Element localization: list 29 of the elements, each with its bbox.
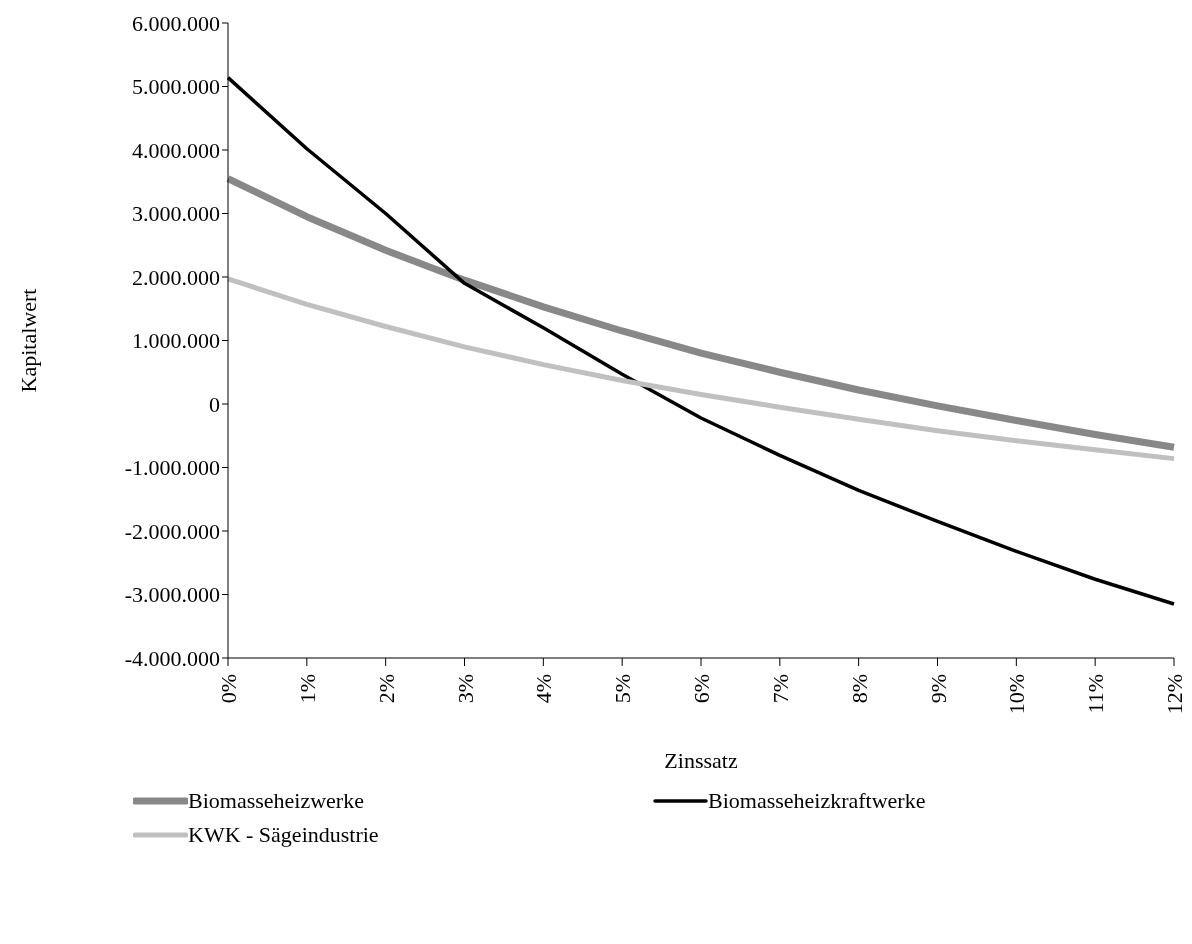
legend-label: Biomasseheizwerke — [188, 788, 364, 814]
x-tick-label: 12% — [1162, 674, 1187, 715]
x-tick-label: 9% — [925, 674, 951, 704]
y-tick-label: -2.000.000 — [124, 518, 220, 544]
y-tick-label: 5.000.000 — [132, 74, 220, 100]
x-tick-label: 0% — [216, 674, 241, 704]
x-tick-label: 5% — [610, 674, 636, 704]
x-tick-label: 7% — [767, 674, 793, 704]
y-axis-title: Kapitalwert — [15, 288, 41, 393]
y-tick-label: 6.000.000 — [132, 10, 220, 36]
y-tick-label: -4.000.000 — [124, 645, 220, 671]
x-tick-label: 11% — [1083, 674, 1109, 714]
x-tick-label: 4% — [531, 674, 557, 704]
y-tick-label: 2.000.000 — [132, 264, 220, 290]
legend-label: KWK - Sägeindustrie — [188, 822, 379, 848]
x-axis-title: Zinssatz — [664, 748, 738, 773]
legend-label: Biomasseheizkraftwerke — [708, 788, 926, 814]
x-tick-label: 3% — [452, 674, 478, 704]
y-tick-label: -1.000.000 — [124, 455, 220, 481]
y-tick-label: 3.000.000 — [132, 201, 220, 227]
x-tick-label: 2% — [373, 674, 399, 704]
y-tick-label: 0 — [209, 391, 220, 417]
x-tick-label: 6% — [689, 674, 714, 704]
x-tick-label: 8% — [846, 674, 872, 704]
x-tick-label: 10% — [1004, 674, 1030, 715]
y-tick-label: 4.000.000 — [132, 137, 220, 163]
x-tick-label: 1% — [294, 674, 320, 704]
y-tick-label: 1.000.000 — [132, 328, 220, 354]
y-tick-label: -3.000.000 — [124, 582, 220, 608]
